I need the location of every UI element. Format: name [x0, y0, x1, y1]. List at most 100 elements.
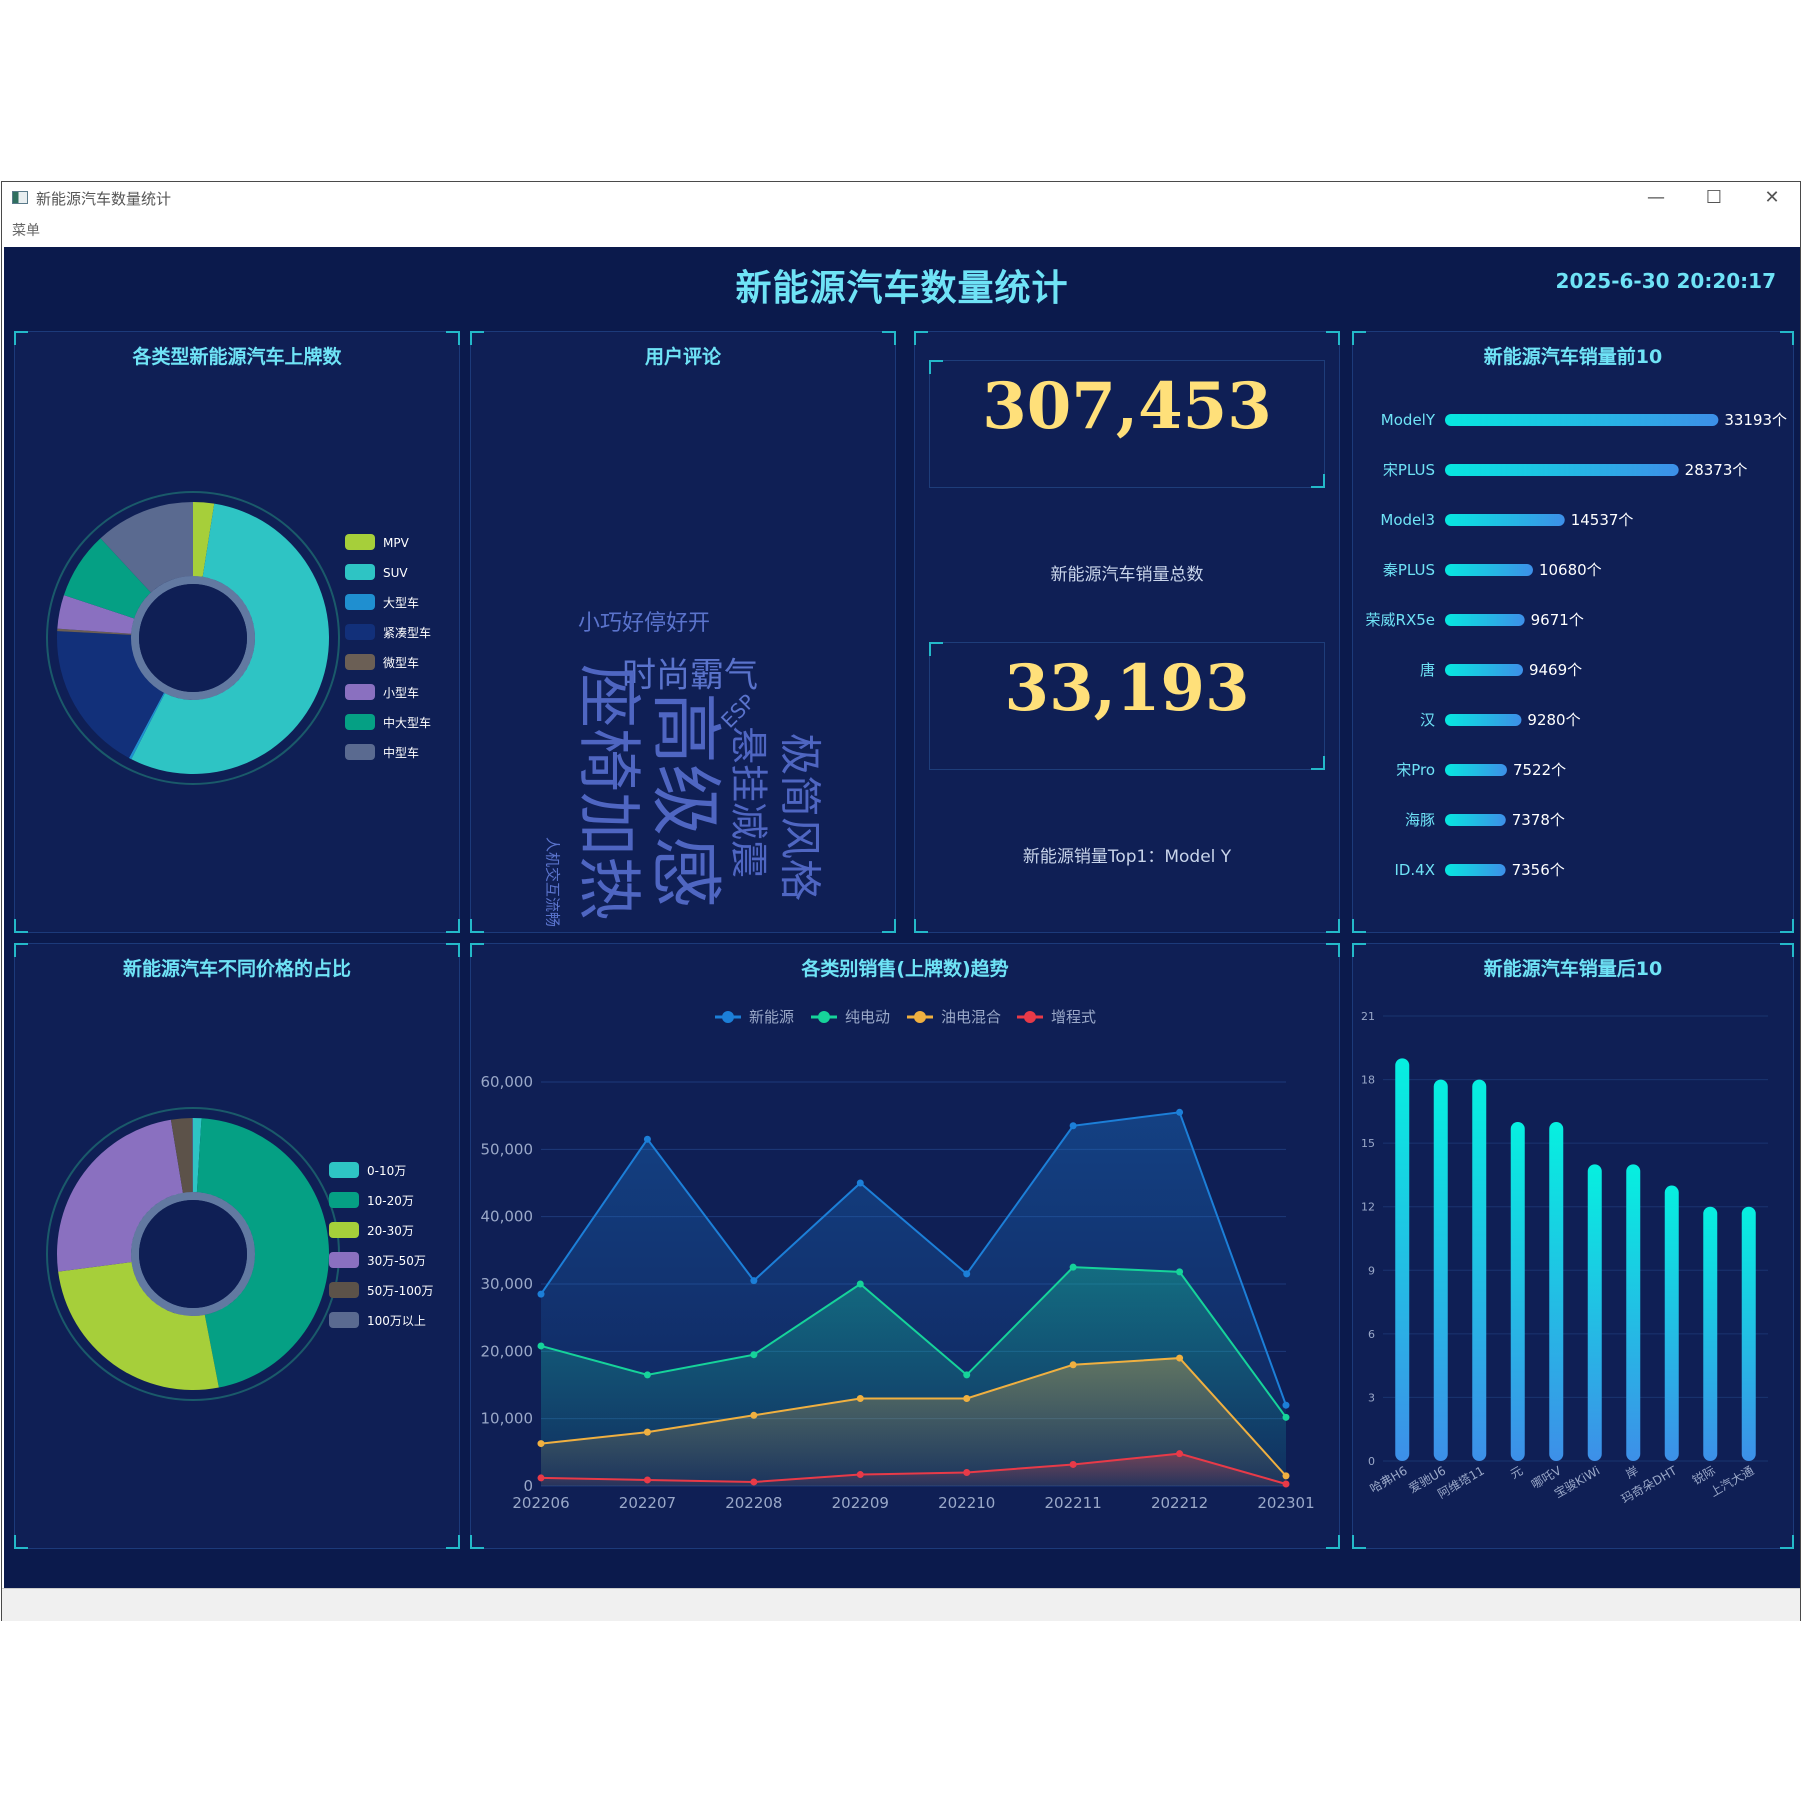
legend-marker — [914, 1011, 926, 1023]
bar — [1445, 614, 1525, 626]
word-cloud-word: 小巧好停好开 — [578, 611, 710, 636]
legend-label: 中大型车 — [383, 715, 431, 730]
bar — [1445, 714, 1522, 726]
legend-swatch — [329, 1162, 359, 1178]
bar-value-label: 14537个 — [1571, 511, 1634, 529]
panel-price-share: 新能源汽车不同价格的占比 0-10万 10-20万 20-30万 30万-50万 50万… — [14, 943, 460, 1549]
series-point — [1176, 1354, 1184, 1362]
y-tick-label: 0 — [523, 1477, 533, 1495]
donut-outer-ring — [46, 491, 340, 785]
x-tick-label: 202210 — [938, 1494, 995, 1512]
legend-label: 增程式 — [1051, 1008, 1096, 1026]
word-cloud-word: 人机交互流畅 — [544, 837, 562, 927]
legend-label: 油电混合 — [941, 1008, 1001, 1026]
legend-label: 0-10万 — [367, 1164, 406, 1178]
clock: 2025-6-30 20:20:17 — [1555, 269, 1776, 293]
y-tick-label: 6 — [1368, 1328, 1375, 1341]
series-point — [537, 1290, 545, 1298]
top-sales-value: 33,193 — [1004, 651, 1250, 726]
bar — [1395, 1058, 1410, 1461]
bar — [1664, 1185, 1679, 1461]
series-area — [541, 1358, 1286, 1486]
bar — [1703, 1206, 1718, 1461]
donut-slice — [63, 538, 151, 619]
x-tick-label: 202211 — [1045, 1494, 1102, 1512]
legend-label: 20-30万 — [367, 1224, 414, 1238]
donut-slice — [131, 503, 330, 774]
legend-label: 中型车 — [383, 745, 419, 760]
word-cloud-word: 时尚霸气 — [622, 656, 758, 696]
panel-title: 新能源汽车不同价格的占比 — [122, 958, 351, 980]
legend-marker — [1024, 1011, 1036, 1023]
series-point — [1176, 1268, 1184, 1276]
title-bar[interactable]: 新能源汽车数量统计 — ☐ ✕ — [2, 182, 1800, 214]
bar — [1472, 1079, 1487, 1461]
series-point — [750, 1277, 758, 1285]
bar — [1445, 414, 1719, 426]
series-point — [1176, 1450, 1184, 1458]
total-sales-label: 新能源汽车销量总数 — [1050, 565, 1204, 585]
app-icon — [12, 191, 28, 204]
bottom10-bar-chart: 036912151821哈弗H6爱驰U6阿维塔11 元哪吒V宝骏KiWi 岸玛奇朵D… — [1361, 1010, 1768, 1506]
legend-marker — [722, 1011, 734, 1023]
bar — [1445, 764, 1507, 776]
window-title: 新能源汽车数量统计 — [36, 190, 172, 208]
bar-value-label: 10680个 — [1539, 561, 1602, 579]
top-sales-box: 33,193 — [929, 642, 1325, 770]
x-tick-label: 岸 — [1623, 1463, 1640, 1481]
panel-title: 各类别销售(上牌数)趋势 — [801, 958, 1009, 980]
panel-bottom10: 新能源汽车销量后10 0 3 6 9 12 15 18 21 哈弗H6 爱驰U6 阿维塔11 元哪吒V… — [1352, 943, 1794, 1549]
legend-swatch — [345, 684, 375, 700]
series-point — [750, 1478, 758, 1486]
legend-label: 小型车 — [383, 685, 419, 700]
donut-slice — [100, 502, 193, 593]
bar-value-label: 7356个 — [1512, 861, 1565, 879]
maximize-button[interactable]: ☐ — [1705, 187, 1723, 208]
legend-label: 纯电动 — [845, 1008, 890, 1026]
x-tick-label: 202301 — [1257, 1494, 1314, 1512]
word-cloud-word: 座椅加热 — [570, 664, 644, 920]
series-point — [963, 1394, 971, 1402]
total-sales-box: 307,453 — [929, 360, 1325, 488]
donut-slice — [57, 595, 135, 634]
total-sales-value: 307,453 — [982, 369, 1272, 444]
bar-category-label: 秦PLUS — [1383, 561, 1435, 579]
donut-slice — [196, 1118, 329, 1388]
menu-item-menu[interactable]: 菜单 — [12, 223, 40, 239]
donut-slice — [56, 631, 164, 758]
panel-title: 用户评论 — [644, 346, 721, 368]
x-tick-label: 202212 — [1151, 1494, 1208, 1512]
series-point — [856, 1280, 864, 1288]
series-point — [537, 1474, 545, 1482]
close-button[interactable]: ✕ — [1764, 187, 1780, 208]
legend-marker — [818, 1011, 830, 1023]
word-cloud-word: 极简风格 — [776, 733, 825, 901]
panel-kpi: 307,453 新能源汽车销量总数 33,193 新能源销量Top1：Model… — [914, 331, 1340, 933]
legend-label: 紧凑型车 — [383, 625, 431, 640]
donut-slice — [128, 692, 165, 760]
legend-label: 100万以上 — [367, 1314, 426, 1328]
y-tick-label: 40,000 — [481, 1208, 534, 1226]
bar-category-label: Model3 — [1380, 511, 1435, 529]
legend-label: SUV — [383, 566, 408, 580]
y-tick-label: 20,000 — [481, 1342, 534, 1360]
panel-title: 新能源汽车销量前10 — [1483, 346, 1663, 368]
legend-label: 10-20万 — [367, 1194, 414, 1208]
series-point — [1069, 1361, 1077, 1369]
legend-swatch — [345, 564, 375, 580]
series-line — [540, 1111, 1287, 1406]
bar — [1445, 814, 1506, 826]
legend-label: MPV — [383, 536, 410, 550]
app-window: 新能源汽车数量统计 — ☐ ✕ 菜单 新能源汽车数量统计 2025-6-30 2… — [1, 181, 1801, 1621]
series-line — [540, 1452, 1287, 1485]
panel-trend: 各类别销售(上牌数)趋势 0 10,000 20,000 30,000 40,000 50… — [470, 943, 1340, 1549]
series-point — [1069, 1460, 1077, 1468]
minimize-button[interactable]: — — [1647, 187, 1665, 208]
bar-value-label: 33193个 — [1724, 411, 1787, 429]
series-point — [1282, 1480, 1290, 1488]
legend-swatch — [345, 744, 375, 760]
donut-slice — [57, 628, 132, 635]
panel-user-reviews: 用户评论 — [470, 331, 896, 933]
menu-bar: 菜单 — [2, 214, 1800, 244]
